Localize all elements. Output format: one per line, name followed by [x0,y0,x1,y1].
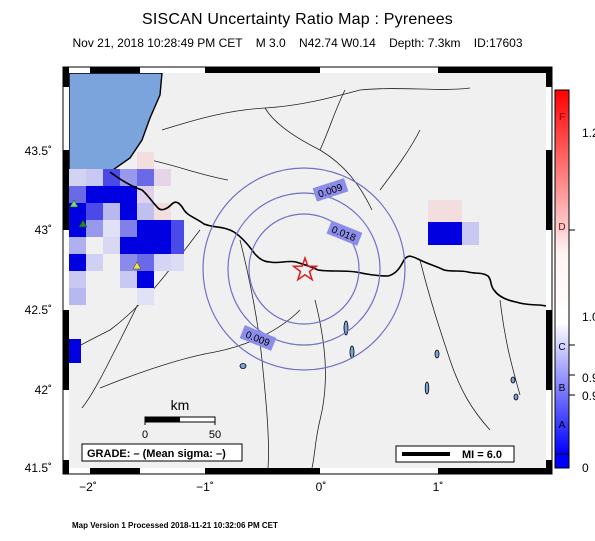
epicenter-star-icon [291,255,319,282]
scale-bar: km 0 50 [142,397,221,441]
scale-bar-start: 0 [142,429,148,441]
colorbar-value-1-2: 1.2 [582,126,595,140]
country-border [109,171,546,307]
lon-label-minus-2: −2˚ [79,480,97,494]
colorbar-letter-b: B [559,383,566,394]
lat-label-42: 42˚ [35,383,52,397]
scale-bar-unit: km [171,397,190,413]
grade-text: GRADE: – (Mean sigma: –) [87,448,226,460]
colorbar-letter-c: C [558,342,565,353]
uncertainty-contours [202,167,406,371]
frame-ticks [63,67,552,474]
lat-label-43: 43˚ [35,223,52,237]
lat-label-43-5: 43.5˚ [25,144,52,158]
grade-box: GRADE: – (Mean sigma: –) [81,443,243,462]
colorbar-value-0-9b: 0.9 [582,389,595,403]
seismic-stations [69,199,142,270]
colorbar-value-0-9a: 0.9 [582,371,595,385]
colorbar-value-1-0: 1.0 [582,310,595,324]
colorbar: F D C B A 1.2 1.0 0.9 0.9 0 [554,89,595,475]
mi-legend: MI = 6.0 [395,445,515,463]
processing-footer: Map Version 1 Processed 2018-11-21 10:32… [72,521,278,530]
lat-label-41-5: 41.5˚ [25,461,52,475]
map-title: SISCAN Uncertainty Ratio Map : Pyrenees [141,11,454,28]
lat-label-42-5: 42.5˚ [25,303,52,317]
lon-label-0: 0˚ [316,480,327,494]
rivers [69,87,521,468]
colorbar-letter-f: F [559,112,565,123]
uncertainty-grid [69,152,479,363]
scale-bar-end: 50 [209,429,221,441]
colorbar-letter-a: A [559,420,566,431]
reservoirs [239,320,519,401]
colorbar-value-0: 0 [582,461,589,475]
lon-label-minus-1: −1˚ [196,480,214,494]
lon-label-1: 1˚ [433,480,444,494]
mi-text: MI = 6.0 [462,449,502,461]
event-info: Nov 21, 2018 10:28:49 PM CET M 3.0 N42.7… [72,36,523,50]
colorbar-letter-d: D [558,222,565,233]
